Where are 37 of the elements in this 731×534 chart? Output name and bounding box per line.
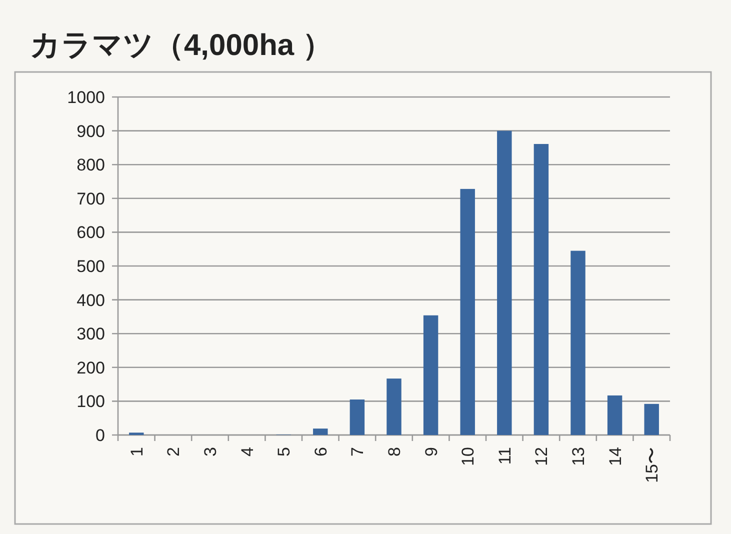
x-tick-label: 5 [274, 447, 294, 456]
x-tick-label: 13 [569, 447, 588, 466]
bar [460, 188, 475, 435]
bar [313, 428, 328, 435]
y-tick-label: 700 [76, 189, 105, 208]
bar [497, 130, 512, 435]
x-tick-label: 2 [164, 447, 184, 456]
y-tick-label: 800 [76, 156, 105, 175]
y-tick-label: 300 [76, 324, 105, 344]
x-tick-label: 9 [422, 447, 441, 456]
x-tick-label: 10 [458, 447, 478, 466]
y-tick-label: 500 [76, 257, 105, 276]
bar [534, 144, 549, 435]
x-tick-label: 7 [348, 447, 368, 456]
x-tick-label: 12 [532, 447, 552, 466]
bar [350, 400, 365, 435]
bar [386, 378, 402, 435]
x-tick-label: 1 [127, 447, 146, 456]
y-tick-label: 400 [76, 290, 105, 310]
y-tick-label: 900 [76, 122, 105, 141]
x-tick-label: 6 [311, 447, 330, 456]
x-tick-label: 14 [606, 447, 625, 466]
x-tick-label: 11 [495, 447, 514, 465]
bar [607, 395, 622, 435]
y-tick-label: 200 [76, 358, 105, 378]
bar [570, 250, 586, 435]
x-tick-label: 4 [238, 447, 257, 456]
bar [423, 315, 438, 435]
y-tick-label: 0 [96, 426, 105, 445]
x-tick-label: 8 [385, 447, 404, 456]
y-tick-label: 600 [76, 223, 105, 242]
x-tick-label: 3 [201, 447, 220, 456]
x-tick-label: 15〜 [642, 447, 662, 483]
bar [644, 404, 659, 435]
chart-title: カラマツ（4,000ha ） [30, 29, 332, 62]
y-tick-label: 1000 [67, 88, 105, 107]
y-tick-label: 100 [76, 392, 105, 412]
